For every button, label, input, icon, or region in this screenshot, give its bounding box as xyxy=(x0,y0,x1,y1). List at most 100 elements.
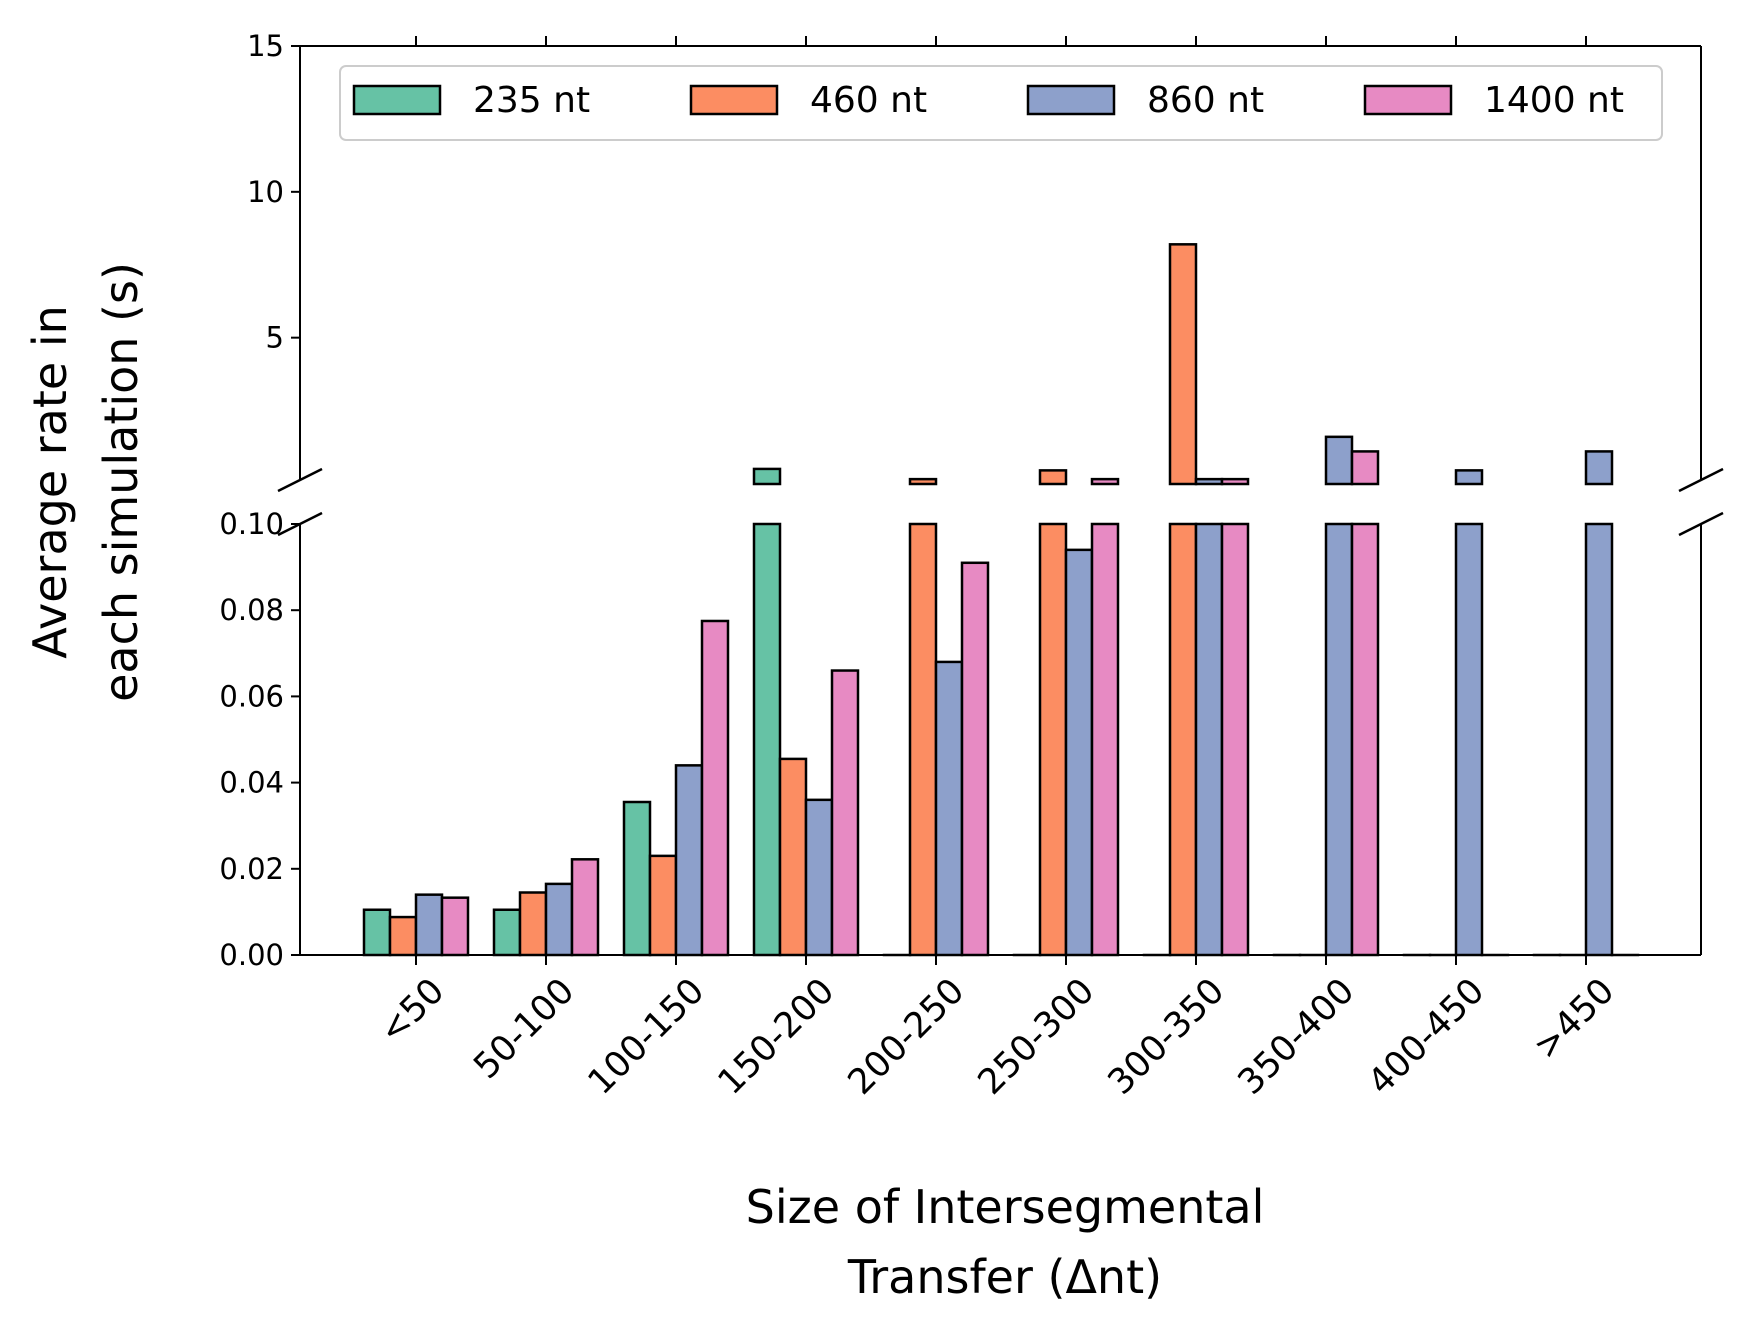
legend-item: 235 nt xyxy=(352,80,590,121)
bar xyxy=(1584,450,1614,957)
break-mark xyxy=(1678,467,1724,493)
bar-lower-segment xyxy=(1584,522,1614,957)
x-tick-label: 50-100 xyxy=(466,971,582,1087)
y-tick-label: 0.02 xyxy=(219,852,284,886)
y-tick-label: 15 xyxy=(247,29,284,63)
bar-lower-segment xyxy=(1194,522,1224,957)
bar-upper-segment xyxy=(1454,469,1484,486)
bar-lower-segment xyxy=(362,908,392,957)
x-tick-label: <50 xyxy=(372,971,453,1052)
bar xyxy=(648,854,678,957)
bar-lower-segment xyxy=(778,757,808,957)
x-tick-label: 300-350 xyxy=(1101,971,1233,1103)
bar xyxy=(1038,469,1068,957)
bar xyxy=(934,660,964,957)
bar-lower-segment xyxy=(492,908,522,957)
bar-lower-segment xyxy=(1454,522,1484,957)
y-tick-label: 0.04 xyxy=(219,766,284,800)
bar xyxy=(1220,477,1250,957)
bar-lower-segment xyxy=(622,800,652,957)
bar-upper-segment xyxy=(1584,450,1614,486)
legend-label: 460 nt xyxy=(810,80,927,121)
bar-lower-segment xyxy=(1064,548,1094,957)
bar-lower-segment xyxy=(674,764,704,957)
bar xyxy=(544,882,574,957)
bar-upper-segment xyxy=(1194,477,1224,486)
bar-upper-segment xyxy=(1038,469,1068,486)
x-tick-label: 100-150 xyxy=(581,971,713,1103)
bar xyxy=(570,858,600,957)
upper-axes: 5 10 15 xyxy=(247,29,1702,480)
bar-lower-segment xyxy=(1350,522,1380,957)
y-axis-title-line1: Average rate in xyxy=(23,305,77,659)
bar-upper-segment xyxy=(1168,243,1198,486)
bar-lower-segment xyxy=(752,522,782,957)
bar-lower-segment xyxy=(908,522,938,957)
bar-lower-segment xyxy=(518,891,548,957)
bar-lower-segment xyxy=(700,619,730,957)
bar xyxy=(388,915,418,957)
bar-upper-segment xyxy=(1350,450,1380,486)
break-mark xyxy=(1678,511,1724,537)
bar-lower-segment xyxy=(960,561,990,957)
bar xyxy=(700,619,730,957)
x-tick-label: 400-450 xyxy=(1361,971,1493,1103)
legend-swatch xyxy=(1026,84,1116,116)
bar-lower-segment xyxy=(414,893,444,957)
y-tick-label: 0.08 xyxy=(219,593,284,627)
bar xyxy=(752,467,782,957)
legend-item: 1400 nt xyxy=(1363,80,1624,121)
legend-item: 860 nt xyxy=(1026,80,1264,121)
bar xyxy=(622,800,652,957)
legend-label: 235 nt xyxy=(473,80,590,121)
bar xyxy=(830,669,860,957)
bar xyxy=(1350,450,1380,957)
axis-break-marks xyxy=(277,467,1724,537)
y-axis-title-line2: each simulation (s) xyxy=(94,262,148,702)
bar-lower-segment xyxy=(440,896,470,957)
x-axis-title-line1: Size of Intersegmental xyxy=(746,1180,1265,1234)
bar-upper-segment xyxy=(1220,477,1250,486)
bar xyxy=(1168,243,1198,957)
y-tick-label: 10 xyxy=(247,175,284,209)
bar-upper-segment xyxy=(1324,435,1354,486)
bar xyxy=(778,757,808,957)
bar-lower-segment xyxy=(544,882,574,957)
bar-lower-segment xyxy=(570,858,600,957)
bar xyxy=(440,896,470,957)
x-axis-title-line2: Transfer (Δnt) xyxy=(847,1250,1162,1304)
legend: 235 nt 460 nt 860 nt 1400 nt xyxy=(339,65,1663,141)
x-tick-label: 350-400 xyxy=(1231,971,1363,1103)
bar xyxy=(362,908,392,957)
bar-lower-segment xyxy=(934,660,964,957)
bar-lower-segment xyxy=(830,669,860,957)
bar-lower-segment xyxy=(1220,522,1250,957)
bar-upper-segment xyxy=(1090,477,1120,486)
bar-upper-segment xyxy=(752,467,782,486)
x-tick-label: 250-300 xyxy=(971,971,1103,1103)
bar-lower-segment xyxy=(1090,522,1120,957)
bar-lower-segment xyxy=(388,915,418,957)
legend-swatch xyxy=(1363,84,1453,116)
break-mark xyxy=(277,467,323,493)
x-tick-label: 200-250 xyxy=(841,971,973,1103)
x-tick-label: 150-200 xyxy=(711,971,843,1103)
bar xyxy=(414,893,444,957)
break-mark xyxy=(277,511,323,537)
bar-lower-segment xyxy=(1038,522,1068,957)
bar xyxy=(1454,469,1484,957)
x-tick-label: >450 xyxy=(1526,971,1622,1067)
bar-lower-segment xyxy=(1324,522,1354,957)
bar xyxy=(1064,548,1094,957)
legend-swatch xyxy=(689,84,779,116)
bar xyxy=(1194,477,1224,957)
bar xyxy=(804,798,834,957)
bar-lower-segment xyxy=(648,854,678,957)
legend-box xyxy=(339,65,1663,141)
y-tick-label: 5 xyxy=(266,321,284,355)
axis-titles: Size of Intersegmental Transfer (Δnt) Aver… xyxy=(23,262,1264,1304)
bar xyxy=(1324,435,1354,957)
bar-lower-segment xyxy=(804,798,834,957)
bar xyxy=(674,764,704,957)
